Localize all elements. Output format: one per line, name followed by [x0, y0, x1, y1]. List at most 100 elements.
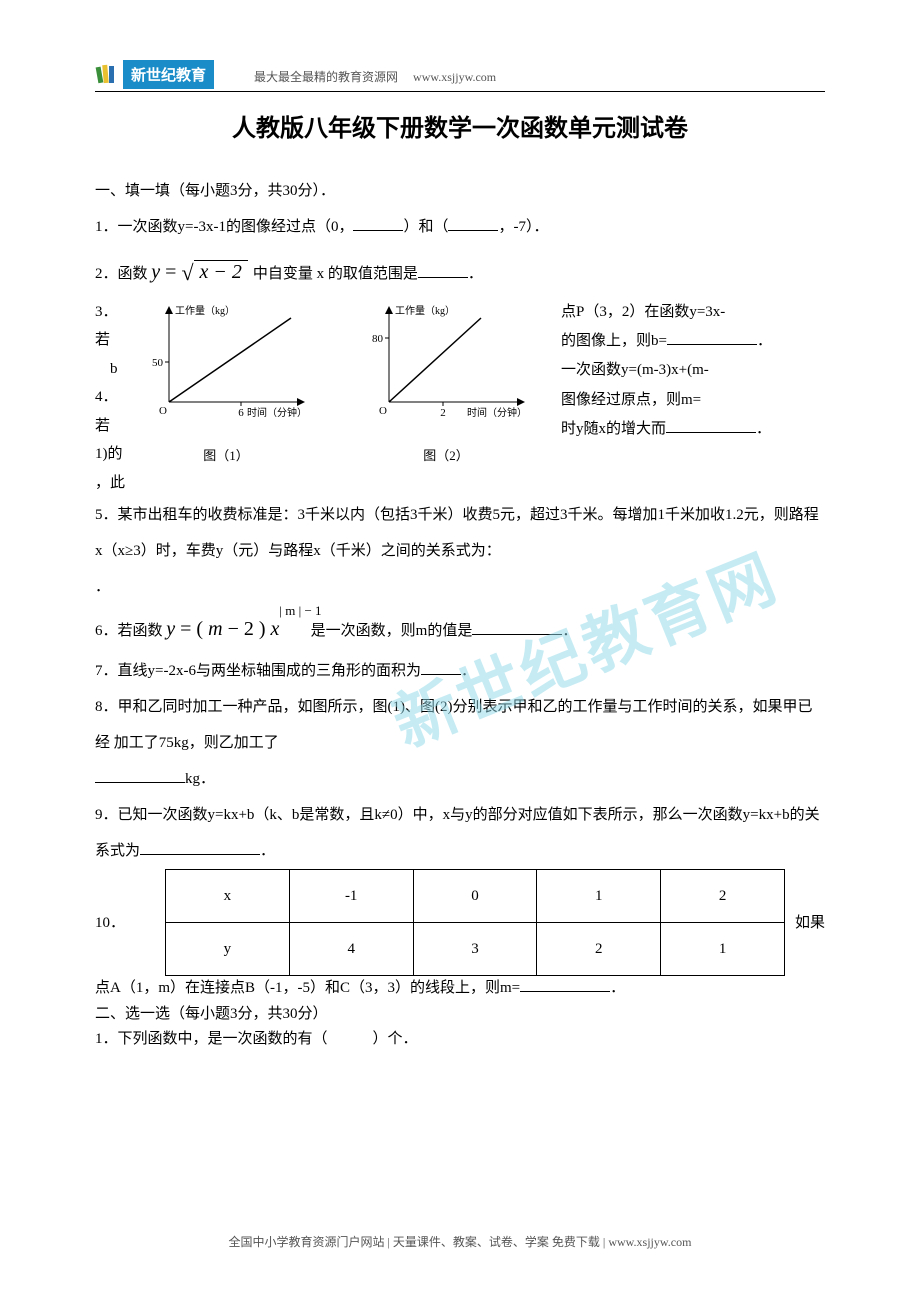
q10-suffix: 如果: [795, 905, 825, 941]
table-cell: y: [166, 923, 290, 976]
svg-text:O: O: [159, 405, 167, 417]
q7-b: ．: [461, 663, 476, 679]
blank: [472, 620, 562, 635]
header-tagline-wrap: 最大最全最精的教育资源网 www.xsjjyw.com: [254, 68, 496, 89]
svg-text:工作量（kg）: 工作量（kg）: [395, 305, 455, 317]
question-8: 8．甲和乙同时加工一种产品，如图所示，图(1)、图(2)分别表示甲和乙的工作量与…: [95, 689, 825, 761]
q6-a: 6．若函数: [95, 623, 166, 639]
question-2: 2．函数 y = √x − 2 中自变量 x 的取值范围是 ．: [95, 245, 825, 298]
chart-2-svg: 80 2 工作量（kg） 时间（分钟） O: [361, 302, 531, 422]
question-10-row: 10． x -1 0 1 2 y 4 3 2 1 如果: [95, 869, 825, 976]
q6-c: ．: [562, 623, 577, 639]
content-body: 一、填一填（每小题3分，共30分）． 1．一次函数y=-3x-1的图像经过点（0…: [95, 173, 825, 1053]
q3-frag: b: [95, 355, 131, 384]
table-cell: 2: [537, 923, 661, 976]
blank: [95, 768, 185, 783]
q9-table: x -1 0 1 2 y 4 3 2 1: [165, 869, 785, 976]
table-cell: 1: [661, 923, 785, 976]
svg-text:2: 2: [440, 407, 446, 419]
questions-3-4-with-charts: 3．若 b 4．若 1)的 ，此 506工作量（kg）时间（分钟）O 图（1） …: [95, 298, 825, 498]
chart-1: 506工作量（kg）时间（分钟）O 图（1）: [141, 302, 311, 471]
q4-frag: 1)的: [95, 440, 131, 469]
chart-2: 80 2 工作量（kg） 时间（分钟） O 图（2）: [361, 302, 531, 471]
table-cell: 2: [661, 870, 785, 923]
radical-icon: √: [181, 260, 193, 285]
table-cell: -1: [289, 870, 413, 923]
q2-math: y = √x − 2: [151, 261, 253, 283]
question-8b: kg．: [95, 761, 825, 797]
q3-q4-right-fragments: 点P（3，2）在函数y=3x- 的图像上，则b=． 一次函数y=(m-3)x+(…: [561, 298, 825, 444]
q6-math: y = ( m − 2 ) x| m | − 1: [166, 618, 284, 640]
q6-minus2: − 2 ): [223, 618, 271, 640]
table-cell: 1: [537, 870, 661, 923]
blank: [140, 840, 260, 855]
q2-part-a: 2．函数: [95, 266, 151, 282]
chart-1-caption: 图（1）: [141, 440, 311, 471]
table-row: y 4 3 2 1: [166, 923, 785, 976]
txt: 时y随x的增大而: [561, 421, 666, 437]
table-cell: 4: [289, 923, 413, 976]
q3-right: 点P（3，2）在函数y=3x-: [561, 298, 825, 327]
section1-heading: 一、填一填（每小题3分，共30分）．: [95, 173, 825, 209]
q4-frag: ，此: [95, 469, 131, 498]
q4-right: 图像经过原点，则m=: [561, 386, 825, 415]
logo: 新世纪教育: [95, 60, 214, 89]
q1-part-c: ，-7）．: [498, 219, 548, 235]
logo-text: 新世纪教育: [123, 60, 214, 89]
chart-2-caption: 图（2）: [361, 440, 531, 471]
question-10-line2: 点A（1，m）在连接点B（-1，-5）和C（3，3）的线段上，则m= ．: [95, 976, 825, 1002]
blank: [520, 977, 610, 992]
table-cell: 0: [413, 870, 537, 923]
section2-heading: 二、选一选（每小题3分，共30分）: [95, 1002, 825, 1028]
q6-x-exp: x| m | − 1: [271, 605, 280, 653]
q3-frag: 3．若: [95, 298, 131, 355]
section2-q1: 1．下列函数中，是一次函数的有（ ）个．: [95, 1027, 825, 1053]
q9-b: ．: [260, 843, 275, 859]
question-6: 6．若函数 y = ( m − 2 ) x| m | − 1 是一次函数，则m的…: [95, 605, 825, 653]
q1-part-a: 1．一次函数y=-3x-1的图像经过点（0，: [95, 219, 353, 235]
q1-part-b: ）和（: [403, 219, 448, 235]
q4-frag: 4．若: [95, 383, 131, 440]
q10-a: 点A（1，m）在连接点B（-1，-5）和C（3，3）的线段上，则m=: [95, 980, 520, 996]
page-title: 人教版八年级下册数学一次函数单元测试卷: [95, 108, 825, 143]
q5-period: ．: [95, 579, 110, 595]
svg-text:O: O: [379, 405, 387, 417]
blank: [353, 216, 403, 231]
txt: 的图像上，则b=: [561, 333, 667, 349]
q10-b: ．: [610, 980, 625, 996]
question-1: 1．一次函数y=-3x-1的图像经过点（0， ）和（ ，-7）．: [95, 209, 825, 245]
chart-1-svg: 506工作量（kg）时间（分钟）O: [141, 302, 311, 422]
page-footer: 全国中小学教育资源门户网站 | 天量课件、教案、试卷、学案 免费下载 | www…: [0, 1233, 920, 1250]
table-row: x -1 0 1 2: [166, 870, 785, 923]
q6-eq: = (: [175, 618, 208, 640]
txt: 图像经过原点，则m=: [561, 392, 701, 408]
txt: ．: [756, 421, 771, 437]
page-header: 新世纪教育 最大最全最精的教育资源网 www.xsjjyw.com: [95, 60, 825, 92]
svg-text:50: 50: [152, 357, 164, 369]
svg-text:80: 80: [372, 333, 384, 345]
q2-eq: =: [160, 261, 181, 283]
table-cell: x: [166, 870, 290, 923]
blank: [418, 263, 468, 278]
header-url: www.xsjjyw.com: [413, 70, 496, 84]
q2-y: y: [151, 261, 160, 283]
question-5-end: ．: [95, 569, 825, 605]
q2-expr: x − 2: [194, 260, 248, 283]
q6-m: m: [208, 618, 222, 640]
question-5: 5．某市出租车的收费标准是：3千米以内（包括3千米）收费5元，超过3千米。每增加…: [95, 497, 825, 569]
svg-text:时间（分钟）: 时间（分钟）: [467, 406, 527, 419]
q2-part-b: 中自变量 x 的取值范围是: [253, 266, 418, 282]
blank: [421, 660, 461, 675]
svg-text:6: 6: [238, 407, 244, 419]
question-7: 7．直线y=-2x-6与两坐标轴围成的三角形的面积为．: [95, 653, 825, 689]
svg-text:工作量（kg）: 工作量（kg）: [175, 305, 235, 317]
q4-right: 时y随x的增大而 ．: [561, 415, 825, 444]
q3-right: 的图像上，则b=．: [561, 327, 825, 356]
q3-q4-left-fragments: 3．若 b 4．若 1)的 ，此: [95, 298, 131, 498]
q2-part-c: ．: [468, 266, 483, 282]
blank: [448, 216, 498, 231]
q6-exp: | m | − 1: [279, 595, 321, 626]
header-tagline: 最大最全最精的教育资源网: [254, 70, 398, 84]
q6-b: 是一次函数，则m的值是: [311, 623, 473, 639]
q6-x: x: [271, 618, 280, 640]
